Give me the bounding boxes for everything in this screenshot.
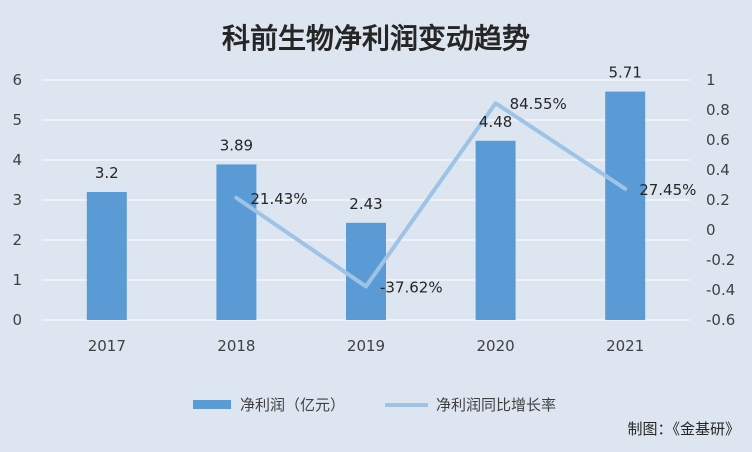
bar-value-label: 5.71 — [608, 64, 641, 82]
line-point — [623, 187, 627, 191]
bar — [605, 91, 646, 320]
right-tick-label: -0.6 — [706, 311, 735, 329]
line-point — [234, 196, 238, 200]
line-value-label: 84.55% — [510, 95, 567, 113]
credit-text: 制图：《金基研》 — [627, 420, 740, 438]
line-data-labels: 21.43% -37.62% 84.55% 27.45% — [250, 95, 696, 296]
bar — [346, 222, 386, 320]
bar-value-label: 4.48 — [479, 113, 512, 131]
x-axis: 2017 2018 2019 2020 2021 — [88, 337, 645, 355]
left-tick-label: 1 — [12, 271, 22, 289]
bar-value-label: 3.89 — [220, 136, 253, 154]
line-point — [494, 101, 498, 105]
right-tick-label: 1 — [706, 71, 716, 89]
left-tick-label: 2 — [12, 231, 22, 249]
bar-data-labels: 3.2 3.89 2.43 4.48 5.71 — [95, 64, 642, 213]
right-tick-label: -0.4 — [706, 281, 735, 299]
right-y-axis: -0.6 -0.4 -0.2 0 0.2 0.4 0.6 0.8 1 — [706, 71, 735, 329]
chart-title: 科前生物净利润变动趋势 — [222, 22, 530, 55]
left-y-axis: 0 1 2 3 4 5 6 — [12, 71, 22, 329]
right-tick-label: 0.8 — [706, 101, 730, 119]
growth-line — [234, 101, 628, 289]
legend-bar-label: 净利润（亿元） — [240, 396, 345, 414]
x-tick-label: 2018 — [217, 337, 255, 355]
left-tick-label: 3 — [12, 191, 22, 209]
x-tick-label: 2019 — [347, 337, 385, 355]
legend-line-label: 净利润同比增长率 — [436, 396, 556, 414]
right-tick-label: 0.6 — [706, 131, 730, 149]
bar-value-label: 2.43 — [349, 195, 382, 213]
left-tick-label: 0 — [12, 311, 22, 329]
legend: 净利润（亿元） 净利润同比增长率 — [193, 396, 556, 414]
left-tick-label: 4 — [12, 151, 22, 169]
x-tick-label: 2021 — [606, 337, 644, 355]
line-series — [234, 101, 628, 289]
right-tick-label: 0 — [706, 221, 716, 239]
line-value-label: -37.62% — [380, 278, 443, 296]
left-tick-label: 6 — [12, 71, 22, 89]
bar-series — [86, 91, 646, 320]
x-tick-label: 2017 — [88, 337, 126, 355]
legend-bar-swatch — [193, 400, 231, 409]
x-tick-label: 2020 — [477, 337, 515, 355]
bar — [216, 164, 257, 320]
right-tick-label: -0.2 — [706, 251, 735, 269]
bar — [86, 192, 127, 320]
bar-value-label: 3.2 — [95, 164, 119, 182]
right-tick-label: 0.4 — [706, 161, 730, 179]
left-tick-label: 5 — [12, 111, 22, 129]
bar — [475, 140, 516, 320]
right-tick-label: 0.2 — [706, 191, 730, 209]
line-value-label: 21.43% — [250, 190, 307, 208]
line-value-label: 27.45% — [639, 181, 696, 199]
line-point — [364, 284, 368, 288]
